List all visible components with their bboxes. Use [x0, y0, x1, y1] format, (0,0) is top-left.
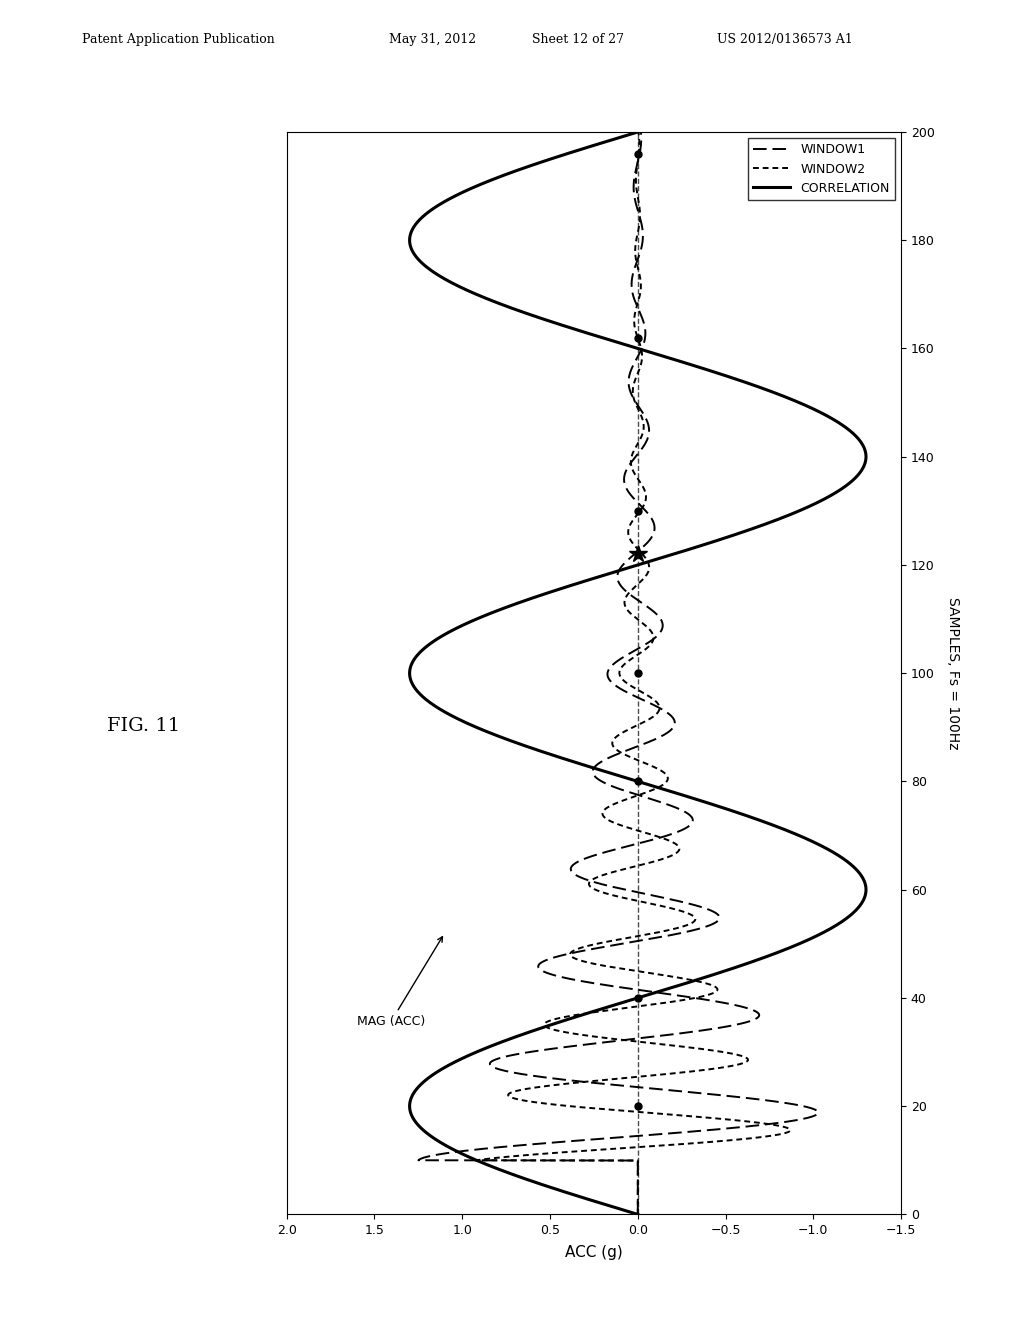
CORRELATION	[525, 157, 538, 173]
WINDOW1	[631, 157, 643, 173]
CORRELATION	[561, 752, 573, 768]
WINDOW1	[632, 1206, 644, 1222]
WINDOW1	[634, 211, 646, 227]
Text: US 2012/0136573 A1: US 2012/0136573 A1	[717, 33, 853, 46]
Text: Sheet 12 of 27: Sheet 12 of 27	[532, 33, 625, 46]
CORRELATION	[421, 692, 433, 708]
Legend: WINDOW1, WINDOW2, CORRELATION: WINDOW1, WINDOW2, CORRELATION	[748, 139, 895, 199]
Text: MAG (ACC): MAG (ACC)	[357, 937, 442, 1028]
Y-axis label: SAMPLES, Fs = 100Hz: SAMPLES, Fs = 100Hz	[946, 597, 959, 750]
WINDOW2	[632, 1206, 644, 1222]
CORRELATION	[535, 743, 547, 759]
Line: CORRELATION: CORRELATION	[410, 132, 866, 1214]
WINDOW1	[635, 124, 647, 140]
CORRELATION	[632, 124, 644, 140]
WINDOW1	[599, 752, 611, 768]
CORRELATION	[841, 420, 853, 436]
WINDOW2	[632, 124, 644, 140]
WINDOW2	[648, 692, 660, 708]
WINDOW1	[637, 692, 649, 708]
X-axis label: ACC (g): ACC (g)	[565, 1246, 623, 1261]
CORRELATION	[414, 211, 426, 227]
WINDOW2	[634, 211, 646, 227]
Line: WINDOW2: WINDOW2	[476, 132, 791, 1214]
WINDOW1	[620, 743, 632, 759]
Text: May 31, 2012: May 31, 2012	[389, 33, 476, 46]
CORRELATION	[632, 1206, 644, 1222]
Line: WINDOW1: WINDOW1	[419, 132, 818, 1214]
WINDOW1	[643, 420, 655, 436]
Text: Patent Application Publication: Patent Application Publication	[82, 33, 274, 46]
WINDOW2	[631, 752, 643, 768]
Text: FIG. 11: FIG. 11	[106, 717, 180, 735]
WINDOW2	[612, 743, 625, 759]
WINDOW2	[631, 157, 643, 173]
WINDOW2	[638, 420, 650, 436]
